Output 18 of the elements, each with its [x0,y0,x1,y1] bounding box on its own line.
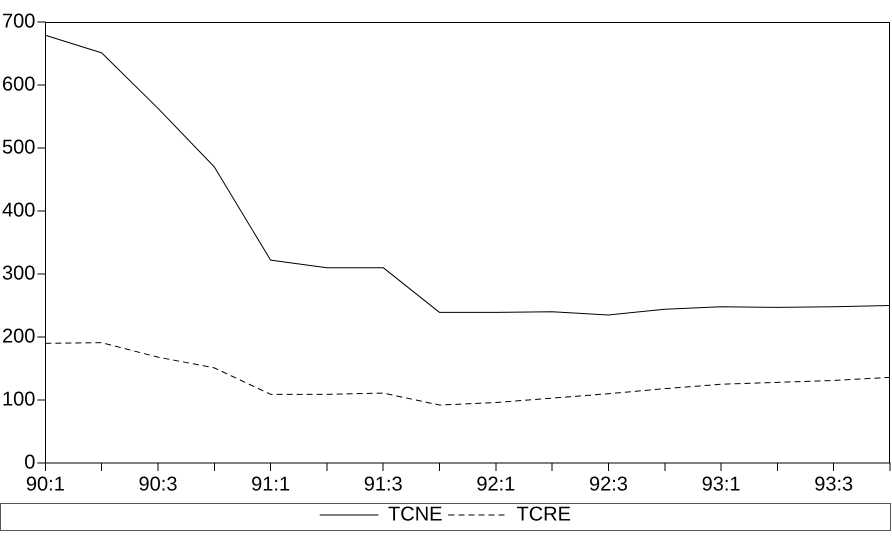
y-tick-label: 0 [24,452,36,474]
x-tick-label: 91:3 [364,474,403,496]
x-tick-label: 91:1 [251,474,290,496]
y-tick-label: 200 [2,326,36,348]
legend-label: TCNE [388,504,443,526]
x-tick-label: 90:1 [26,474,65,496]
y-tick-label: 300 [2,262,36,285]
y-tick-label: 100 [2,388,36,411]
x-tick-label: 92:1 [476,474,516,496]
y-tick-label: 700 [2,10,36,33]
x-tick-label: 93:1 [702,474,741,496]
x-tick-label: 92:3 [588,474,628,496]
x-tick-label: 93:3 [814,474,854,496]
y-tick-label: 600 [2,74,36,96]
legend-label: TCRE [516,504,571,526]
y-tick-label: 400 [2,200,36,222]
x-tick-label: 90:3 [138,474,178,496]
y-tick-label: 500 [2,136,36,159]
